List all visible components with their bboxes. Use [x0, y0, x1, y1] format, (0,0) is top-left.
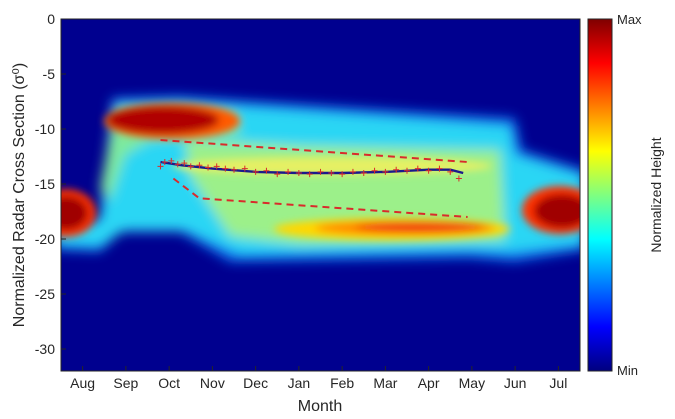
- heatmap-red-lower: [355, 222, 485, 232]
- scatter-point: [168, 157, 175, 164]
- scatter-point: [339, 171, 346, 178]
- scatter-point: [371, 167, 378, 174]
- y-axis-label: Normalized Radar Cross Section (σ⁰): [11, 63, 28, 327]
- x-tick-label: Nov: [200, 375, 225, 391]
- x-tick-label: Dec: [243, 375, 268, 391]
- colorbar: [587, 18, 613, 372]
- scatter-point: [174, 161, 181, 168]
- scatter-point: [205, 164, 212, 171]
- y-tick-label: 0: [47, 11, 55, 27]
- y-axis: 0 -5 -10 -15 -20 -25 -30: [35, 11, 66, 357]
- scatter-point: [455, 175, 462, 182]
- scatter-point: [317, 168, 324, 175]
- x-axis: Aug Sep Oct Nov Dec Jan Feb Mar Apr May Jun Jul: [70, 366, 567, 391]
- scatter-point: [241, 165, 248, 172]
- scatter-point: [349, 168, 356, 175]
- scatter-point: [222, 165, 229, 172]
- overlay-markers: [157, 157, 462, 182]
- y-tick-label: -25: [35, 286, 55, 302]
- scatter-point: [295, 170, 302, 176]
- plot-frame: [60, 18, 581, 372]
- heatmap-red-sep: [107, 106, 219, 134]
- scatter-point: [425, 167, 432, 174]
- heatmap-red-aug: [61, 196, 88, 230]
- scatter-point: [382, 168, 389, 175]
- x-tick-label: Aug: [70, 375, 95, 391]
- x-tick-label: Apr: [418, 375, 440, 391]
- x-tick-label: Feb: [330, 375, 354, 391]
- scatter-point: [274, 171, 281, 178]
- scatter-point: [213, 163, 220, 170]
- x-tick-label: Jan: [288, 375, 311, 391]
- x-tick-label: Sep: [113, 375, 138, 391]
- x-axis-label: Month: [298, 398, 342, 415]
- y-tick-label: -10: [35, 121, 55, 137]
- scatter-point: [393, 166, 400, 173]
- scatter-point: [285, 168, 292, 175]
- x-tick-label: May: [459, 375, 485, 391]
- x-tick-label: Oct: [158, 375, 180, 391]
- x-tick-label: Jun: [504, 375, 527, 391]
- scatter-point: [447, 168, 454, 175]
- colorbar-max-label: Max: [617, 12, 642, 27]
- scatter-point: [436, 165, 443, 172]
- x-tick-label: Mar: [373, 375, 397, 391]
- y-tick-label: -5: [43, 66, 56, 82]
- scatter-point: [263, 167, 270, 174]
- heatmap-red-jul: [534, 194, 580, 228]
- y-tick-label: -30: [35, 341, 55, 357]
- scatter-point: [181, 160, 188, 167]
- scatter-point: [196, 162, 203, 169]
- colorbar-label: Normalized Height: [648, 137, 664, 252]
- scatter-point: [404, 167, 410, 174]
- heatmap: [61, 19, 580, 371]
- scatter-point: [157, 163, 164, 170]
- scatter-point: [161, 159, 168, 165]
- scatter-point: [252, 168, 259, 175]
- scatter-point: [306, 171, 313, 178]
- y-tick-label: -15: [35, 176, 55, 192]
- scatter-point: [414, 165, 421, 172]
- x-tick-label: Jul: [549, 375, 567, 391]
- scatter-point: [328, 170, 335, 176]
- colorbar-min-label: Min: [617, 363, 638, 378]
- scatter-point: [231, 166, 237, 173]
- scatter-point: [360, 170, 367, 176]
- y-tick-label: -20: [35, 231, 55, 247]
- dashed-envelope-line: [160, 139, 468, 163]
- scatter-point: [187, 163, 194, 170]
